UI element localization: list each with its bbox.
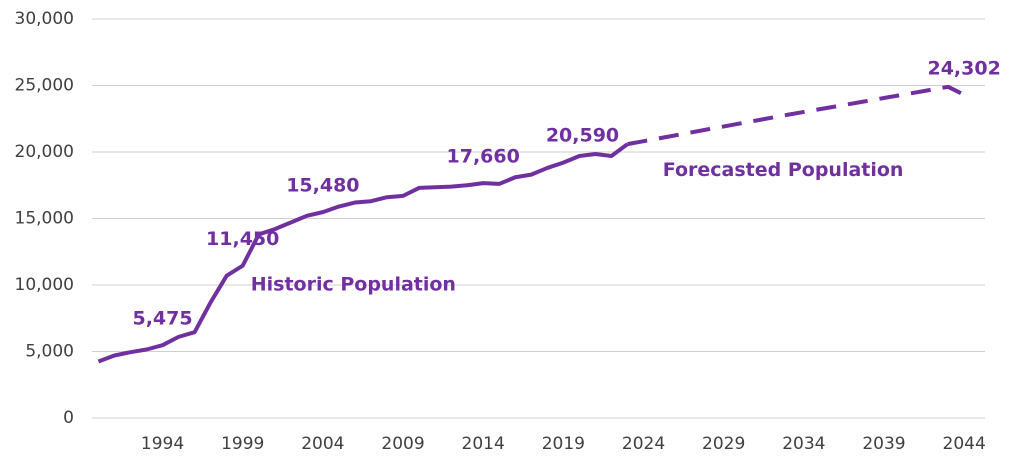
value-label: 20,590 — [546, 125, 619, 147]
x-tick-label: 2044 — [943, 434, 986, 454]
value-label: 15,480 — [286, 175, 359, 197]
y-tick-label: 20,000 — [15, 142, 74, 162]
y-tick-label: 5,000 — [25, 342, 74, 362]
y-tick-label: 0 — [63, 408, 74, 428]
x-tick-label: 2014 — [462, 434, 505, 454]
x-tick-label: 2039 — [862, 434, 905, 454]
x-tick-label: 2034 — [782, 434, 825, 454]
x-tick-label: 1994 — [141, 434, 184, 454]
y-tick-label: 30,000 — [15, 9, 74, 29]
x-tick-label: 2019 — [542, 434, 585, 454]
line-series — [97, 142, 629, 364]
y-tick-label: 10,000 — [15, 275, 74, 295]
value-label: 11,450 — [206, 228, 279, 250]
series-label: Historic Population — [251, 274, 456, 296]
series-label: Forecasted Population — [663, 159, 904, 181]
x-tick-label: 2004 — [301, 434, 344, 454]
x-tick-label: 2024 — [622, 434, 665, 454]
value-label: 24,302 — [927, 57, 1000, 79]
x-tick-label: 2009 — [381, 434, 424, 454]
value-label: 5,475 — [132, 308, 192, 330]
line-series — [627, 84, 966, 147]
value-label: 17,660 — [447, 146, 520, 168]
x-tick-label: 2029 — [702, 434, 745, 454]
y-tick-label: 15,000 — [15, 209, 74, 229]
x-tick-label: 1999 — [221, 434, 264, 454]
y-tick-label: 25,000 — [15, 76, 74, 96]
